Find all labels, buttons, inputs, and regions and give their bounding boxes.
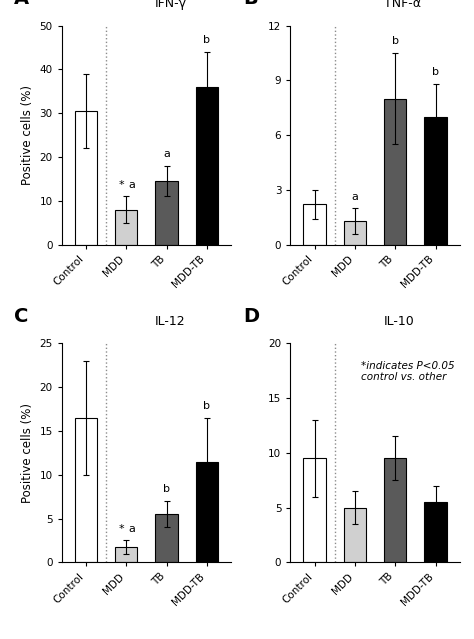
- Text: C: C: [14, 307, 28, 326]
- Text: a: a: [128, 524, 135, 534]
- Text: a: a: [351, 192, 358, 201]
- Bar: [344, 221, 366, 245]
- Bar: [196, 87, 218, 245]
- Bar: [425, 502, 447, 562]
- Text: b: b: [163, 484, 170, 495]
- Text: IL-12: IL-12: [155, 315, 185, 328]
- Bar: [115, 210, 137, 245]
- Text: a: a: [128, 180, 135, 190]
- Text: IL-10: IL-10: [383, 315, 414, 328]
- Text: IFN-γ: IFN-γ: [155, 0, 187, 10]
- Bar: [75, 418, 97, 562]
- Bar: [196, 461, 218, 562]
- Text: *: *: [118, 180, 124, 190]
- Bar: [115, 548, 137, 562]
- Text: a: a: [163, 149, 170, 159]
- Text: *indicates P<0.05
control vs. other: *indicates P<0.05 control vs. other: [361, 361, 455, 382]
- Bar: [384, 458, 406, 562]
- Text: b: b: [203, 401, 210, 411]
- Y-axis label: Positive cells (%): Positive cells (%): [21, 85, 34, 185]
- Bar: [155, 181, 178, 245]
- Text: TNF-α: TNF-α: [383, 0, 420, 10]
- Text: b: b: [392, 36, 399, 47]
- Text: D: D: [243, 307, 259, 326]
- Text: A: A: [14, 0, 29, 8]
- Bar: [344, 507, 366, 562]
- Bar: [155, 514, 178, 562]
- Text: b: b: [432, 67, 439, 77]
- Bar: [303, 204, 326, 245]
- Text: *: *: [118, 524, 124, 534]
- Bar: [75, 111, 97, 245]
- Y-axis label: Positive cells (%): Positive cells (%): [21, 403, 34, 503]
- Bar: [384, 98, 406, 245]
- Text: B: B: [243, 0, 258, 8]
- Bar: [303, 458, 326, 562]
- Bar: [425, 117, 447, 245]
- Text: b: b: [203, 35, 210, 45]
